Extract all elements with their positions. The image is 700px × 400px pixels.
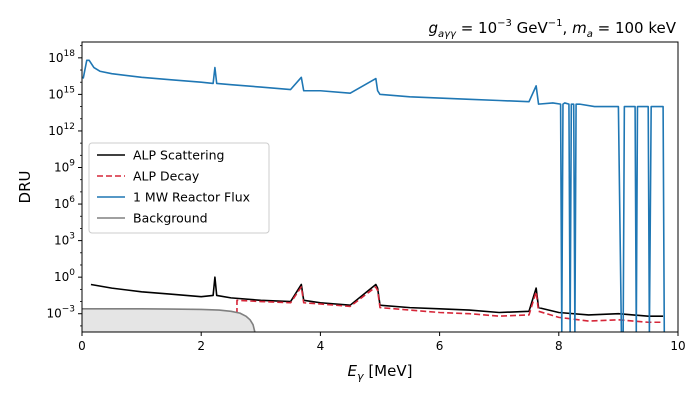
y-tick-label: 100 [54, 268, 75, 284]
y-tick-label: 1012 [48, 122, 75, 138]
y-tick-label: 106 [54, 195, 75, 211]
x-tick-label: 8 [555, 339, 563, 353]
chart-title: gaγγ = 10−3 GeV−1, ma = 100 keV [428, 18, 676, 40]
legend-box [88, 142, 270, 234]
series-line-1-mw-reactor-flux [82, 59, 666, 332]
y-tick-label: 103 [54, 232, 75, 248]
legend-label: ALP Decay [133, 169, 200, 184]
y-tick-label: 10−3 [46, 305, 75, 321]
x-tick-label: 10 [670, 339, 685, 353]
x-tick-label: 4 [317, 339, 325, 353]
series-fill-background [82, 308, 255, 332]
legend-label: Background [133, 211, 208, 226]
x-tick-label: 6 [436, 339, 444, 353]
legend: ALP Scattering ALP Decay 1 MW Reactor Flux… [88, 142, 270, 234]
series-line-alp-scattering [90, 276, 664, 317]
series-line-background [82, 308, 256, 332]
y-axis-label: DRU [16, 171, 34, 204]
x-axis-label: Eγ [MeV] [348, 362, 413, 383]
y-tick-label: 1015 [48, 85, 75, 101]
axes-frame [81, 41, 679, 333]
y-axis: 10−3 100 103 106 109 1012 1015 1018 [46, 45, 82, 327]
x-tick-label: 0 [78, 339, 86, 353]
x-axis: 0 2 4 6 8 10 [78, 332, 686, 353]
y-tick-label: 1018 [48, 49, 75, 65]
series-line-alp-decay [236, 286, 664, 332]
y-tick-label: 109 [54, 159, 75, 175]
x-tick-label: 2 [197, 339, 205, 353]
legend-label: 1 MW Reactor Flux [133, 190, 250, 205]
legend-label: ALP Scattering [133, 148, 224, 163]
plot-area [82, 59, 666, 332]
